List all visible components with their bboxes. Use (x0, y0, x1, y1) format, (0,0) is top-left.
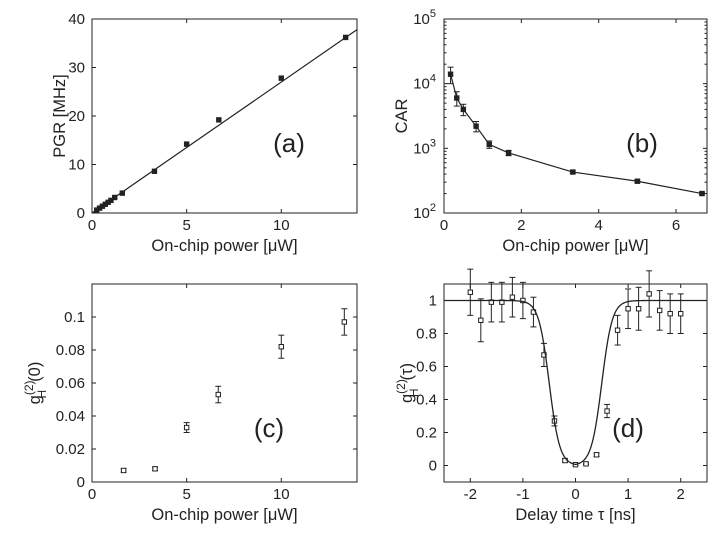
data-point (625, 306, 631, 312)
y-tick-label: 20 (68, 108, 85, 125)
panel-c: 0 5 10 0 0.02 0.04 0.06 0.08 0.1 On-chip power [μ… (22, 283, 358, 524)
y-tick-label: 0.6 (416, 359, 437, 376)
x-tick-label: 0 (88, 217, 96, 234)
fit-curve (444, 299, 707, 466)
y-tick-label: 0 (429, 458, 437, 475)
data-point (678, 311, 684, 317)
x-tick-label: 4 (595, 217, 603, 234)
y-tick-label: 10 (68, 157, 85, 174)
y-axis-label: CAR (393, 99, 411, 134)
x-tick-label: 6 (672, 217, 680, 234)
data-point (460, 106, 467, 113)
y-tick-label: 0.2 (416, 425, 437, 442)
axes-frame (443, 18, 708, 214)
data-point (646, 291, 652, 297)
data-point (520, 297, 526, 304)
panel-d: -2 -1 0 1 2 0 0.2 0.4 0.6 0.8 1 Delay time τ [ns] g(… (394, 268, 708, 524)
panel-label: (d) (612, 413, 644, 443)
y-tick-label: 1 (429, 293, 437, 310)
data-point (570, 169, 576, 175)
y-tick-label: 0.08 (56, 342, 85, 359)
y-tick-label: 104 (413, 73, 436, 93)
data-point (478, 317, 484, 324)
y-axis-label: g(2)H(0) (22, 362, 49, 405)
data-point (583, 461, 589, 467)
data-point (278, 344, 284, 350)
panel-label: (b) (626, 128, 658, 158)
data-point (467, 289, 474, 295)
data-point (614, 327, 621, 333)
data-point (454, 95, 460, 101)
data-point (593, 452, 600, 458)
x-tick-label: 10 (273, 486, 290, 503)
data-point (509, 294, 516, 300)
x-tick-label: 0 (88, 486, 96, 503)
data-point (183, 424, 190, 431)
panel-b: 0 2 4 6 102 103 104 105 On-chip power [μW] CAR (b) (393, 8, 708, 255)
panel-a: 0 5 10 0 10 20 30 40 On-chip power [μW] PGR [MHz]… (51, 11, 358, 255)
series-line (449, 74, 703, 195)
x-tick-label: -1 (516, 486, 529, 503)
data-point (656, 307, 663, 314)
y-axis-label: g(2)H(τ) (394, 363, 421, 403)
y-tick-label: 30 (68, 60, 85, 77)
data-point (604, 408, 610, 414)
data-point (486, 141, 492, 148)
axes-frame (91, 18, 358, 214)
data-point (278, 75, 284, 81)
data-point (699, 190, 705, 197)
data-point (183, 141, 190, 147)
x-tick-label: 5 (182, 217, 190, 234)
x-tick-label: 0 (571, 486, 579, 503)
x-tick-label: -2 (464, 486, 477, 503)
data-point (473, 123, 479, 129)
y-tick-label: 40 (68, 11, 85, 28)
x-axis-label: On-chip power [μW] (151, 237, 297, 255)
data-point (447, 71, 454, 77)
x-tick-label: 1 (624, 486, 632, 503)
x-axis-label: On-chip power [μW] (151, 506, 297, 524)
data-point (505, 150, 512, 156)
y-tick-label: 0.4 (416, 392, 437, 409)
data-point (541, 352, 547, 358)
y-tick-label: 0 (77, 474, 85, 491)
x-tick-label: 5 (182, 486, 190, 503)
panel-label: (a) (273, 128, 305, 158)
data-point (152, 466, 158, 472)
x-tick-label: 2 (517, 217, 525, 234)
y-tick-label: 0.06 (56, 375, 85, 392)
x-axis-label: Delay time τ [ns] (515, 506, 635, 524)
y-tick-label: 0 (77, 205, 85, 222)
x-axis-label: On-chip power [μW] (502, 237, 648, 255)
y-tick-label: 0.8 (416, 326, 437, 343)
y-tick-label: 0.1 (64, 309, 85, 326)
data-point (667, 311, 673, 317)
y-tick-label: 0.02 (56, 441, 85, 458)
data-point (120, 467, 127, 474)
data-point (216, 117, 222, 123)
y-axis-label: PGR [MHz] (51, 74, 69, 157)
y-tick-label: 105 (413, 8, 436, 28)
axes-frame (91, 283, 358, 483)
data-point (634, 178, 641, 184)
x-tick-label: 0 (440, 217, 448, 234)
y-tick-label: 103 (413, 137, 436, 157)
data-point (215, 391, 221, 398)
data-point (635, 306, 642, 312)
x-tick-label: 2 (677, 486, 685, 503)
y-tick-label: 102 (413, 202, 436, 222)
fit-line (91, 29, 358, 214)
x-tick-label: 10 (273, 217, 290, 234)
y-tick-label: 0.04 (56, 408, 85, 425)
data-point (341, 319, 348, 325)
panel-label: (c) (254, 413, 284, 443)
